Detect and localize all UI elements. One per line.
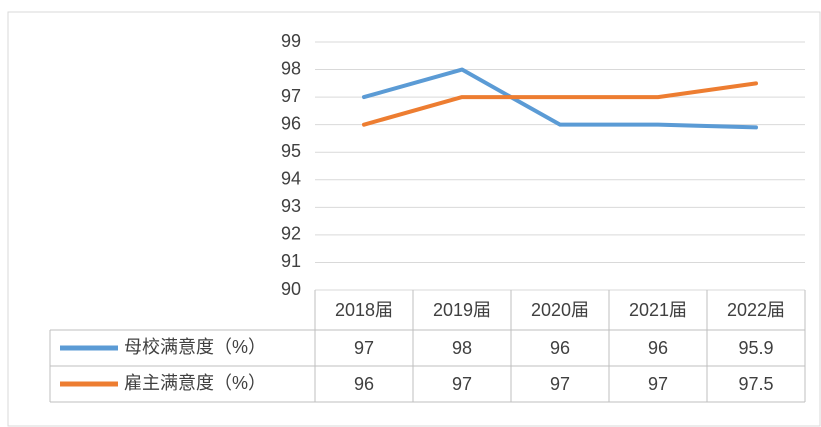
y-tick-label: 95: [281, 141, 301, 161]
table-cell: 96: [648, 338, 668, 358]
table-cell: 96: [550, 338, 570, 358]
table-cell: 97: [452, 374, 472, 394]
table-cell: 98: [452, 338, 472, 358]
table-cell: 97: [550, 374, 570, 394]
table-cell: 97: [354, 338, 374, 358]
table-cell: 96: [354, 374, 374, 394]
y-tick-label: 90: [281, 279, 301, 299]
x-tick-label: 2022届: [727, 300, 785, 320]
table-cell: 95.9: [738, 338, 773, 358]
series-line: [362, 67, 758, 130]
y-tick-label: 98: [281, 58, 301, 78]
y-tick-label: 92: [281, 224, 301, 244]
x-tick-label: 2020届: [531, 300, 589, 320]
table-cell: 97.5: [738, 374, 773, 394]
table-cell: 97: [648, 374, 668, 394]
y-tick-label: 93: [281, 196, 301, 216]
legend-label: 雇主满意度（%）: [124, 373, 266, 393]
series-line: [362, 81, 758, 127]
x-tick-label: 2018届: [335, 300, 393, 320]
y-tick-label: 96: [281, 113, 301, 133]
y-tick-label: 94: [281, 169, 301, 189]
chart-frame: [7, 11, 821, 427]
x-tick-label: 2021届: [629, 300, 687, 320]
x-tick-label: 2019届: [433, 300, 491, 320]
y-tick-label: 91: [281, 251, 301, 271]
legend-label: 母校满意度（%）: [124, 337, 266, 357]
y-tick-label: 99: [281, 31, 301, 51]
y-tick-label: 97: [281, 86, 301, 106]
